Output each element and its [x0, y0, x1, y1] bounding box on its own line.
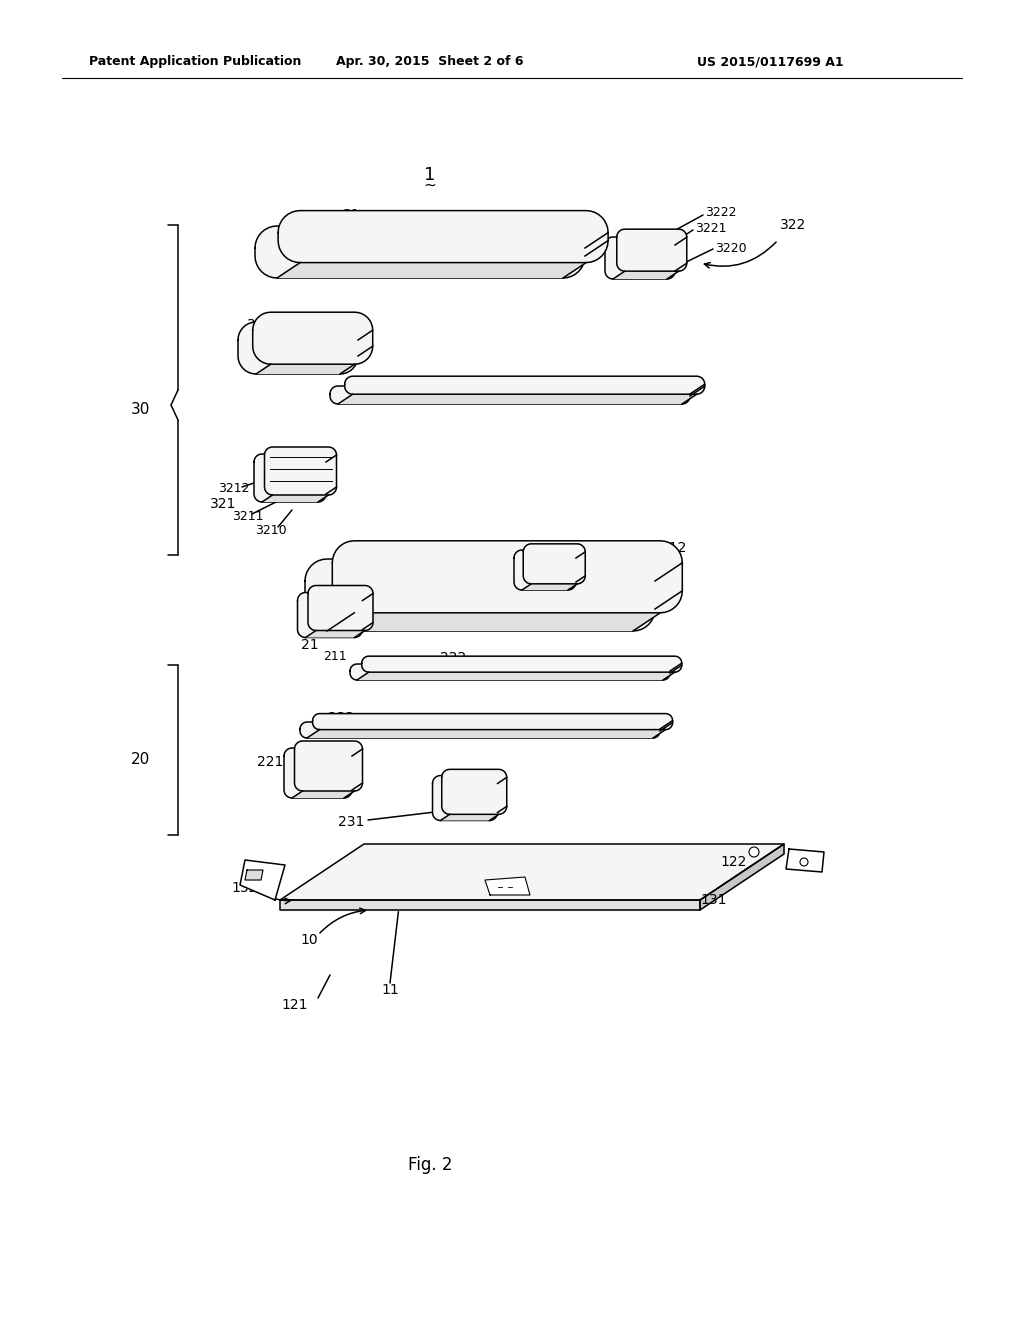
Polygon shape — [675, 238, 687, 271]
Text: US 2015/0117699 A1: US 2015/0117699 A1 — [696, 55, 844, 69]
Text: Apr. 30, 2015  Sheet 2 of 6: Apr. 30, 2015 Sheet 2 of 6 — [336, 55, 523, 69]
Polygon shape — [278, 263, 586, 279]
Polygon shape — [357, 672, 675, 680]
Text: 122: 122 — [720, 855, 746, 869]
Polygon shape — [253, 313, 373, 364]
Text: 3221: 3221 — [695, 222, 726, 235]
Polygon shape — [298, 593, 362, 638]
Polygon shape — [440, 814, 499, 821]
Polygon shape — [514, 550, 575, 590]
Polygon shape — [292, 791, 354, 799]
Polygon shape — [245, 870, 263, 880]
Polygon shape — [522, 583, 578, 590]
Polygon shape — [326, 455, 337, 494]
Text: Patent Application Publication: Patent Application Publication — [89, 55, 301, 69]
Polygon shape — [280, 843, 784, 900]
Text: 10: 10 — [300, 933, 317, 946]
Text: 331: 331 — [620, 378, 646, 392]
Polygon shape — [308, 586, 373, 631]
Circle shape — [800, 858, 808, 866]
Polygon shape — [670, 663, 682, 673]
Polygon shape — [352, 748, 362, 789]
Polygon shape — [700, 843, 784, 909]
Polygon shape — [660, 721, 673, 731]
Text: 3222: 3222 — [705, 206, 736, 219]
Polygon shape — [256, 364, 354, 374]
Text: 3212: 3212 — [218, 482, 250, 495]
Text: 332: 332 — [247, 318, 273, 333]
Text: Fig. 2: Fig. 2 — [408, 1156, 453, 1173]
Polygon shape — [361, 656, 682, 672]
Text: 20: 20 — [131, 752, 150, 767]
Polygon shape — [690, 384, 705, 396]
Text: 321: 321 — [210, 498, 237, 511]
Polygon shape — [295, 741, 362, 791]
Polygon shape — [333, 541, 682, 612]
Polygon shape — [441, 770, 507, 814]
Text: 232: 232 — [328, 711, 354, 725]
Polygon shape — [312, 714, 673, 730]
Polygon shape — [605, 238, 675, 279]
Text: 21: 21 — [301, 638, 318, 652]
Polygon shape — [327, 612, 660, 631]
Polygon shape — [255, 226, 585, 279]
Text: 30: 30 — [131, 403, 150, 417]
Polygon shape — [264, 447, 337, 495]
Circle shape — [749, 847, 759, 857]
Text: 121: 121 — [282, 998, 308, 1012]
Polygon shape — [432, 776, 498, 821]
Text: 322: 322 — [780, 218, 806, 232]
Polygon shape — [655, 562, 682, 609]
Polygon shape — [305, 558, 655, 631]
Text: ~: ~ — [424, 177, 436, 193]
Text: 132: 132 — [231, 880, 258, 895]
Polygon shape — [345, 376, 705, 395]
Text: 3211: 3211 — [232, 510, 263, 523]
Polygon shape — [585, 232, 608, 256]
Polygon shape — [498, 777, 507, 813]
Polygon shape — [240, 861, 285, 900]
Text: 211: 211 — [324, 651, 347, 664]
Polygon shape — [613, 271, 679, 279]
Text: 214: 214 — [378, 556, 404, 570]
Text: 11: 11 — [381, 983, 399, 997]
Polygon shape — [279, 211, 608, 263]
Text: 221: 221 — [257, 755, 283, 770]
Polygon shape — [338, 395, 696, 404]
Polygon shape — [254, 454, 326, 502]
Text: 3210: 3210 — [255, 524, 287, 536]
Polygon shape — [307, 730, 666, 738]
Text: 131: 131 — [700, 894, 726, 907]
Text: 222: 222 — [440, 651, 466, 665]
Polygon shape — [616, 230, 687, 271]
Polygon shape — [523, 544, 586, 583]
Text: 3220: 3220 — [715, 242, 746, 255]
Polygon shape — [485, 876, 530, 895]
Text: 1: 1 — [424, 166, 435, 183]
Polygon shape — [300, 722, 660, 738]
Polygon shape — [350, 664, 670, 680]
Polygon shape — [330, 385, 690, 404]
Polygon shape — [575, 552, 586, 582]
Text: 212: 212 — [660, 541, 686, 554]
Polygon shape — [280, 900, 700, 909]
Polygon shape — [262, 495, 329, 502]
Polygon shape — [305, 631, 365, 638]
Polygon shape — [362, 594, 373, 630]
Polygon shape — [284, 748, 352, 799]
Polygon shape — [358, 330, 373, 356]
Polygon shape — [238, 322, 358, 374]
Text: 213: 213 — [526, 612, 553, 627]
Polygon shape — [786, 849, 824, 873]
Text: 231: 231 — [338, 814, 365, 829]
Text: 31: 31 — [343, 209, 360, 222]
